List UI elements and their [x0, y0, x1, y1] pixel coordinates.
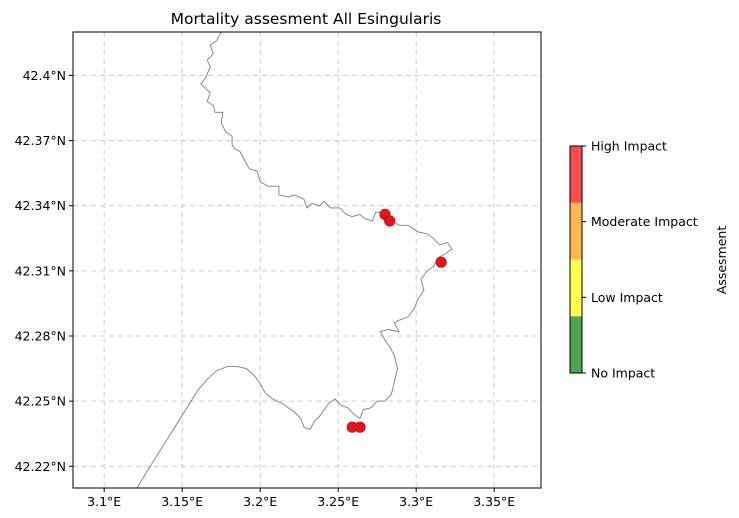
plot-frame [72, 31, 542, 489]
colorbar-segment [570, 316, 582, 373]
colorbar-tick-label: Low Impact [591, 290, 663, 305]
y-tick-label: 42.25°N [15, 394, 66, 409]
colorbar-segment [570, 146, 582, 203]
coastline [136, 32, 453, 488]
x-tick-label: 3.35°E [473, 494, 515, 509]
y-tick-label: 42.22°N [15, 459, 66, 474]
map-plot-area: 3.1°E 3.15°E 3.2°E 3.25°E 3.3°E 3.35°E 42.22°N… [15, 31, 542, 509]
y-tick-label: 42.28°N [15, 329, 66, 344]
y-tick-label: 42.31°N [15, 263, 66, 278]
x-tick-label: 3.2°E [243, 494, 277, 509]
colorbar-frame [569, 145, 583, 374]
colorbar-segment [570, 259, 582, 317]
x-tick-label: 3.3°E [399, 494, 433, 509]
impact-point [354, 421, 366, 433]
colorbar-tick-label: Moderate Impact [591, 214, 698, 229]
y-tick-label: 42.4°N [23, 68, 66, 83]
colorbar: No Impact Low Impact Moderate Impact High I… [569, 139, 729, 381]
y-tick-label: 42.34°N [15, 198, 66, 213]
colorbar-tick-label: High Impact [591, 139, 667, 154]
y-tick-label: 42.37°N [15, 133, 66, 148]
impact-point [435, 256, 447, 268]
chart-title: Mortality assesment All Esingularis [171, 10, 442, 28]
x-tick-label: 3.1°E [87, 494, 121, 509]
colorbar-label: Assesment [714, 226, 729, 295]
x-tick-label: 3.15°E [161, 494, 203, 509]
colorbar-segment [570, 202, 582, 260]
x-tick-label: 3.25°E [317, 494, 359, 509]
colorbar-tick-label: No Impact [591, 366, 655, 381]
impact-point [384, 215, 396, 227]
